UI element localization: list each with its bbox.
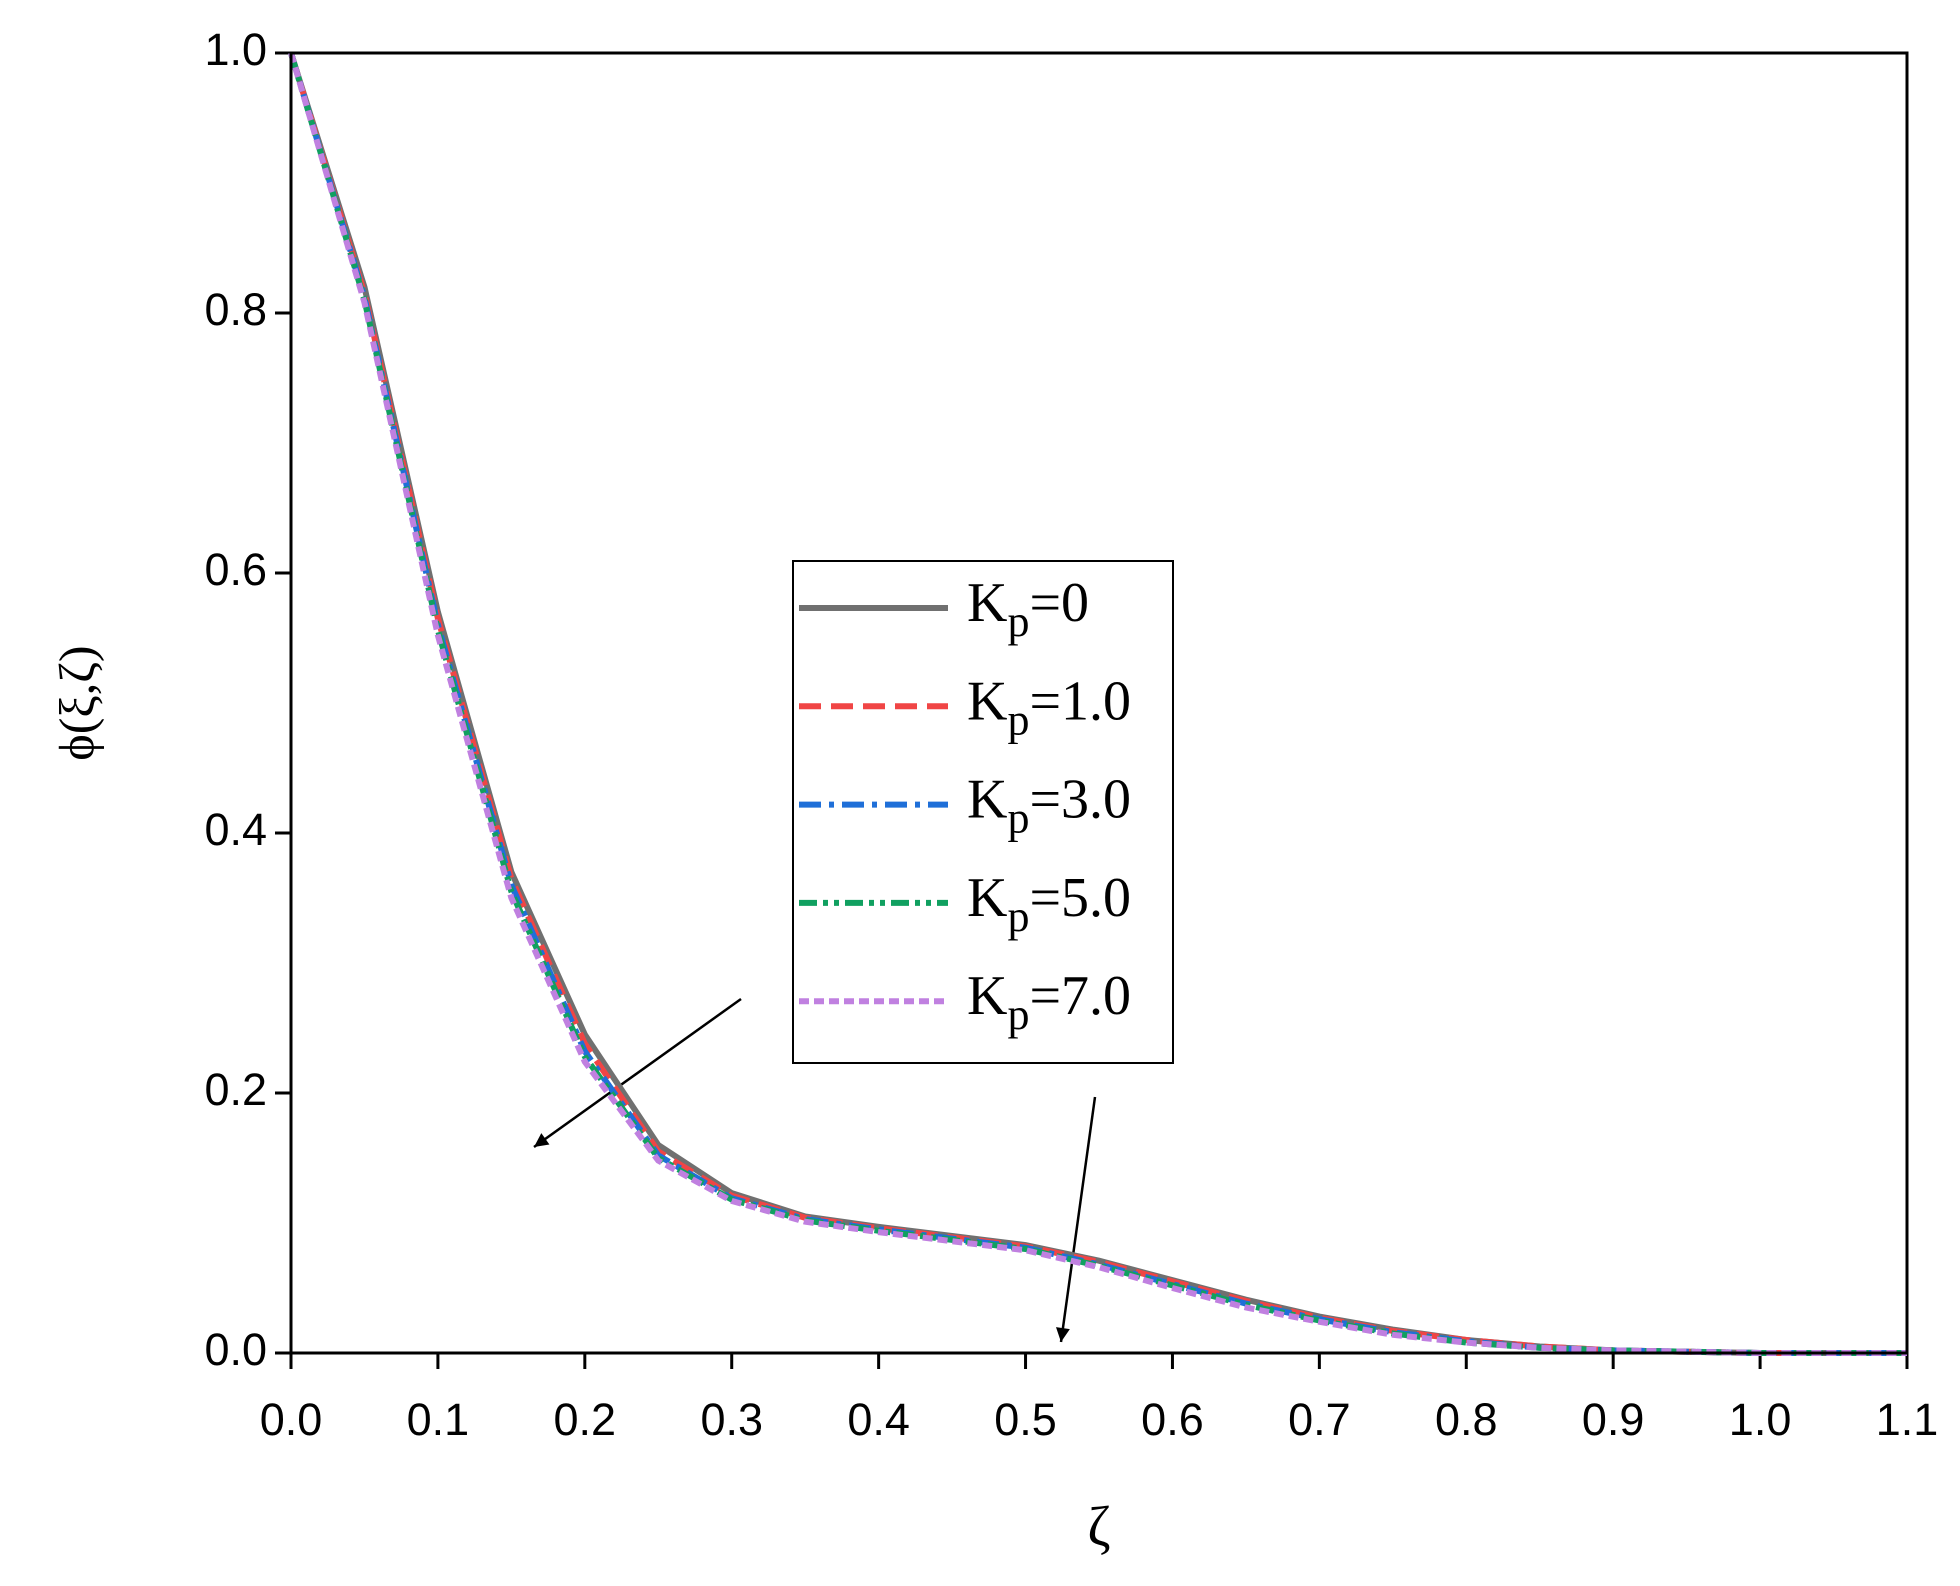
- plot-frame: [289, 51, 1909, 1355]
- legend-label: Kp=5.0: [967, 867, 1131, 941]
- x-tick-label: 1.1: [1876, 1394, 1939, 1445]
- annotation-arrow: [1055, 1096, 1097, 1343]
- x-tick-label: 0.0: [260, 1394, 323, 1445]
- x-tick-label: 0.4: [847, 1394, 910, 1445]
- x-tick-label: 0.5: [994, 1394, 1057, 1445]
- y-axis-label: ϕ(ξ,ζ): [48, 645, 104, 760]
- annotation-arrow: [533, 997, 742, 1149]
- x-tick-label: 0.9: [1582, 1394, 1645, 1445]
- x-tick-label: 0.2: [554, 1394, 617, 1445]
- x-tick-label: 1.0: [1729, 1394, 1792, 1445]
- y-tick-label: 1.0: [204, 24, 267, 75]
- legend-label: Kp=1.0: [967, 670, 1131, 744]
- legend-label: Kp=7.0: [967, 965, 1131, 1039]
- legend-box: [792, 560, 1174, 1064]
- legend-label: Kp=3.0: [967, 768, 1131, 842]
- legend-label: Kp=0: [967, 572, 1089, 646]
- x-tick-label: 0.8: [1435, 1394, 1498, 1445]
- y-tick-label: 0.0: [204, 1324, 267, 1375]
- y-tick-label: 0.4: [204, 804, 267, 855]
- x-tick-label: 0.1: [407, 1394, 470, 1445]
- x-tick-label: 0.7: [1288, 1394, 1351, 1445]
- y-tick-label: 0.2: [204, 1064, 267, 1115]
- x-tick-label: 0.6: [1141, 1394, 1204, 1445]
- y-tick-label: 0.6: [204, 544, 267, 595]
- y-tick-label: 0.8: [204, 284, 267, 335]
- series-line: [288, 52, 1907, 1356]
- series-line: [288, 52, 1907, 1356]
- x-tick-label: 0.3: [700, 1394, 763, 1445]
- x-axis-label: ζ: [1087, 1496, 1110, 1558]
